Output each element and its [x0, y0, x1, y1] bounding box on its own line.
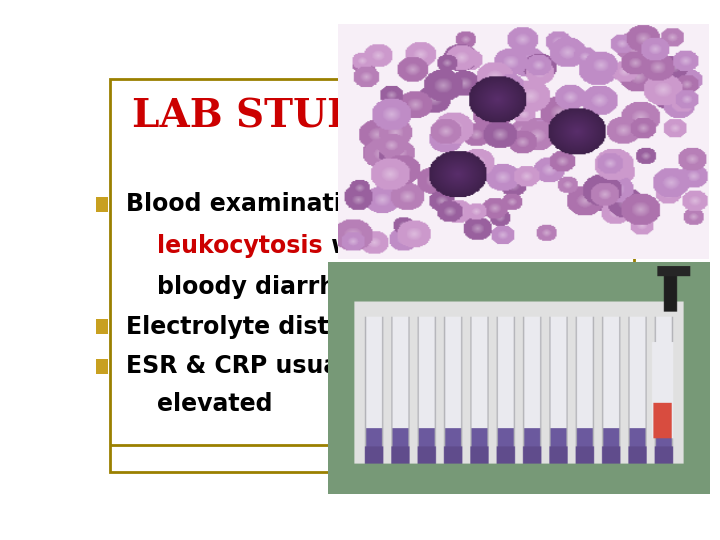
Text: elevated: elevated — [157, 392, 272, 416]
Bar — [96, 359, 108, 374]
Text: Blood examination -: Blood examination - — [126, 192, 393, 216]
Bar — [96, 319, 108, 334]
Text: LAB STUDIES: LAB STUDIES — [132, 98, 436, 136]
Text: leukocytosis: leukocytosis — [157, 234, 323, 258]
Text: bloody diarrhea results in: bloody diarrhea results in — [157, 275, 510, 299]
Text: Electrolyte disturbances: Electrolyte disturbances — [126, 315, 451, 339]
Bar — [96, 197, 108, 212]
Text: ESR & CRP usually are: ESR & CRP usually are — [126, 354, 423, 378]
Text: anemia: anemia — [510, 275, 608, 299]
Text: with a left shift: with a left shift — [323, 234, 536, 258]
